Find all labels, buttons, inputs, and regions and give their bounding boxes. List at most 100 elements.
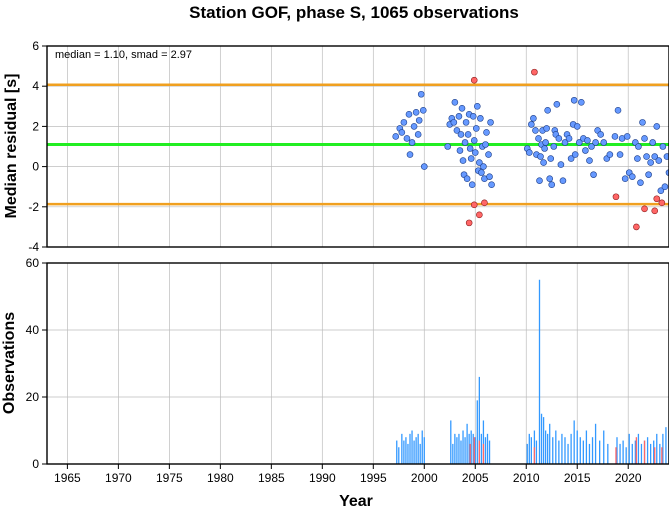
residual-point xyxy=(482,141,489,148)
residual-point xyxy=(471,149,479,156)
residual-point xyxy=(464,131,472,138)
x-tick-label: 2020 xyxy=(615,471,642,485)
residual-point xyxy=(597,131,604,138)
x-tick-label: 1975 xyxy=(156,471,183,485)
residual-point xyxy=(537,153,544,160)
residual-point xyxy=(614,107,622,114)
x-tick-label: 2000 xyxy=(411,471,438,485)
residual-point xyxy=(588,143,595,150)
residual-outlier-point xyxy=(476,211,483,219)
residual-point xyxy=(665,169,669,176)
residual-outlier-point xyxy=(633,223,640,231)
residual-point xyxy=(478,169,485,176)
residual-point xyxy=(541,145,548,152)
x-tick-label: 1995 xyxy=(360,471,387,485)
residual-point xyxy=(453,127,461,134)
residual-point xyxy=(634,155,641,162)
residual-point xyxy=(405,111,413,118)
observations-y-tick-label: 20 xyxy=(26,390,40,404)
residual-point xyxy=(457,131,465,138)
residual-y-tick-label: 4 xyxy=(32,79,39,93)
residual-point xyxy=(557,161,565,168)
residual-point xyxy=(408,139,416,146)
residual-point xyxy=(410,123,418,130)
residual-y-tick-label: 6 xyxy=(32,39,39,53)
residual-point xyxy=(487,119,494,126)
residual-point xyxy=(659,143,667,150)
residual-point xyxy=(553,100,561,108)
residual-point xyxy=(561,139,569,146)
residual-outlier-point xyxy=(481,199,488,207)
residual-point xyxy=(477,115,484,122)
residual-point xyxy=(616,151,624,158)
residual-outlier-point xyxy=(470,201,478,209)
residual-point xyxy=(486,173,493,180)
observations-panel-frame xyxy=(46,262,669,465)
x-tick-label: 2005 xyxy=(462,471,489,485)
residual-point xyxy=(578,98,585,106)
x-axis-label: Year xyxy=(339,493,373,510)
observations-y-tick-label: 60 xyxy=(26,256,40,270)
x-tick-label: 2015 xyxy=(564,471,591,485)
residual-point xyxy=(663,153,669,160)
residual-point xyxy=(468,181,476,188)
observations-bars xyxy=(396,279,669,464)
residual-panel-frame xyxy=(46,45,669,248)
residual-point xyxy=(462,119,470,126)
x-tick-label: 1965 xyxy=(54,471,81,485)
observations-y-tick-label: 40 xyxy=(26,323,40,337)
residual-point xyxy=(456,147,464,154)
residual-point xyxy=(635,143,642,150)
residual-point xyxy=(639,119,646,126)
residual-point xyxy=(548,181,556,188)
residual-point xyxy=(414,131,422,138)
residual-point xyxy=(645,171,652,178)
observations-y-ticks: 0 20 40 60 xyxy=(26,256,47,471)
residual-point xyxy=(655,157,663,164)
residual-grid xyxy=(47,45,669,248)
residual-point xyxy=(415,117,423,124)
residual-point xyxy=(467,155,475,162)
residual-point xyxy=(584,137,591,144)
x-tick-label: 1970 xyxy=(105,471,132,485)
residual-point xyxy=(532,127,539,134)
residual-point xyxy=(573,123,581,130)
residual-point xyxy=(550,143,558,150)
residual-y-tick-label: -2 xyxy=(28,200,39,214)
residual-point xyxy=(406,151,414,158)
residual-point xyxy=(466,145,474,152)
residual-point xyxy=(451,98,459,106)
residual-point xyxy=(643,153,650,160)
residual-points xyxy=(392,68,669,231)
residual-point xyxy=(540,159,547,166)
observations-grid xyxy=(47,262,669,465)
observations-y-axis-label: Observations xyxy=(1,312,18,414)
x-tick-label: 1990 xyxy=(309,471,336,485)
residual-point xyxy=(472,125,480,132)
residual-outlier-point xyxy=(612,193,620,201)
residual-point xyxy=(653,123,661,130)
residual-point xyxy=(657,187,665,195)
residual-point xyxy=(483,129,490,136)
residual-point xyxy=(412,109,420,116)
residual-y-axis-label: Median residual [s] xyxy=(3,74,20,219)
residual-point xyxy=(450,119,458,126)
residual-point xyxy=(571,151,579,158)
residual-point xyxy=(463,175,471,182)
residual-outlier-point xyxy=(658,199,666,207)
residual-point xyxy=(637,179,644,186)
residual-point xyxy=(628,173,636,180)
residual-point xyxy=(544,107,551,114)
residual-point xyxy=(586,157,593,164)
residual-point xyxy=(476,159,483,166)
residual-y-tick-label: 0 xyxy=(32,160,39,174)
residual-y-tick-label: -4 xyxy=(28,240,39,254)
residual-point xyxy=(543,125,550,132)
residual-outlier-point xyxy=(653,195,661,203)
residual-point xyxy=(398,129,406,136)
observations-y-tick-label: 0 xyxy=(32,457,39,471)
residual-point xyxy=(570,96,578,104)
residual-point xyxy=(555,135,563,142)
residual-point xyxy=(575,139,583,146)
residual-point xyxy=(559,177,567,184)
